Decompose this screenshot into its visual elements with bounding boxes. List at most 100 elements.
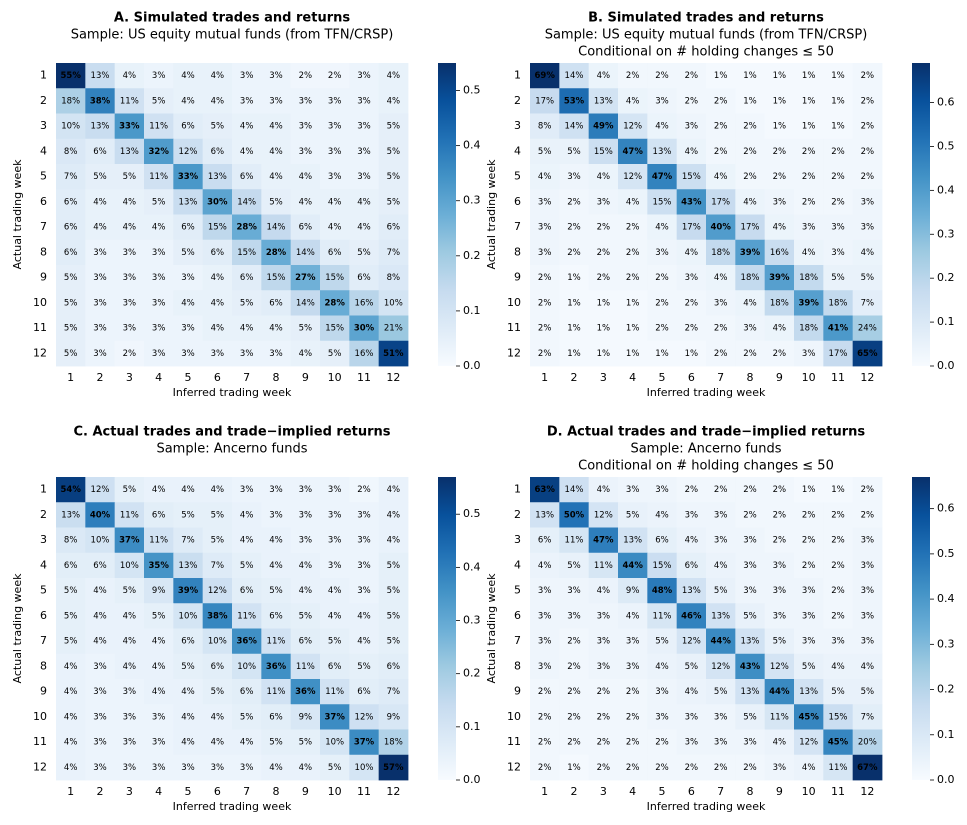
cell-label: 3% [123,738,137,748]
heatmap-cell [261,138,292,165]
heatmap-cell [706,502,736,528]
heatmap-cell [794,239,824,266]
heatmap-cell [559,502,590,528]
colorbar-tick-label: 0.3 [463,194,481,207]
heatmap-cell [823,88,854,114]
heatmap-cell [852,113,883,140]
cell-label: 3% [299,122,313,132]
heatmap-cell [349,63,380,89]
heatmap-cell [320,214,350,241]
heatmap-cell [144,704,174,730]
heatmap-cell [530,239,560,266]
x-tick-label: 3 [600,785,607,798]
cell-label: 4% [240,738,254,748]
heatmap-cell [735,138,766,165]
heatmap-cell [647,214,678,241]
cell-label: 4% [299,172,313,182]
heatmap-cell [618,214,648,241]
cell-label: 3% [269,349,283,359]
y-tick-label: 2 [40,94,47,107]
heatmap-cell [618,477,648,503]
cell-label: 2% [655,71,669,81]
heatmap-cell [823,340,854,367]
cell-label: 46% [681,611,702,621]
cell-label: 12% [799,738,818,748]
cell-label: 5% [123,586,137,596]
cell-label: 2% [626,248,640,258]
cell-label: 5% [387,637,401,647]
cell-label: 3% [802,349,816,359]
heatmap-cell [85,729,116,756]
cell-label: 2% [714,485,728,495]
cell-label: 3% [714,536,728,546]
heatmap-cell [823,603,854,629]
heatmap-cell [735,502,766,528]
panel-subtitle: Sample: US equity mutual funds (from TFN… [545,28,868,43]
heatmap-cell [735,628,766,655]
cell-label: 47% [593,536,614,546]
cell-label: 37% [119,536,140,546]
heatmap-cell [764,552,795,579]
heatmap-cell [290,315,321,342]
colorbar [912,63,930,366]
heatmap-cell [144,679,174,705]
cell-label: 3% [181,349,195,359]
heatmap-cell [85,578,116,604]
cell-label: 11% [594,561,613,571]
heatmap-cell [290,603,321,629]
heatmap-cell [85,603,116,629]
cell-label: 11% [237,611,256,621]
cell-label: 2% [861,147,875,157]
heatmap-cell [349,603,380,629]
heatmap-cell [794,63,824,89]
cell-label: 2% [831,586,845,596]
heatmap-cell [588,603,619,629]
cell-label: 2% [357,485,371,495]
heatmap-cell [349,552,380,579]
cell-label: 6% [269,298,283,308]
colorbar-tick-label: 0.0 [463,773,481,786]
cell-label: 9% [626,586,640,596]
cell-label: 36% [266,662,287,672]
heatmap-cell [588,239,619,266]
cell-label: 1% [831,122,845,132]
cell-label: 3% [152,349,166,359]
cell-label: 3% [93,662,107,672]
heatmap-cell [588,578,619,604]
heatmap-cell [56,552,86,579]
heatmap-cell [588,729,619,756]
heatmap-cell [290,704,321,730]
cell-label: 4% [357,223,371,233]
cell-label: 20% [858,738,877,748]
cell-label: 2% [831,172,845,182]
heatmap-cell [706,679,736,705]
cell-label: 3% [802,223,816,233]
cell-label: 4% [240,536,254,546]
cell-label: 13% [179,197,198,207]
heatmap-cell [173,754,204,781]
cell-label: 6% [240,586,254,596]
cell-label: 10% [120,561,139,571]
cell-label: 6% [655,536,669,546]
cell-label: 4% [538,561,552,571]
cell-label: 1% [626,349,640,359]
cell-label: 3% [357,536,371,546]
heatmap-cell [85,265,116,291]
heatmap-cell [290,527,321,554]
heatmap-cell [56,239,86,266]
x-tick-label: 1 [541,371,548,384]
x-tick-label: 6 [214,371,221,384]
heatmap-cell [290,502,321,528]
cell-label: 3% [93,712,107,722]
cell-label: 15% [325,324,344,334]
cell-label: 13% [741,637,760,647]
heatmap-cell [114,729,145,756]
heatmap-cell [823,239,854,266]
heatmap-cell [706,138,736,165]
heatmap-cell [173,340,204,367]
cell-label: 27% [295,273,316,283]
heatmap-cell [202,88,233,114]
heatmap-cell [618,653,648,680]
cell-label: 5% [181,510,195,520]
